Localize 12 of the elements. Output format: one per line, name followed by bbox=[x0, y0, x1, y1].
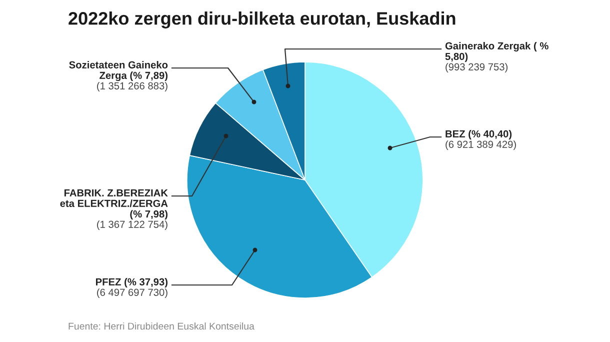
slice-label: Sozietateen Gaineko Zerga (% 7,89) bbox=[69, 61, 168, 82]
slice-label: Gainerako Zergak ( % 5,80) bbox=[445, 42, 548, 62]
data-label: (993 239 753) bbox=[446, 63, 508, 72]
data-label: (6 497 697 730) bbox=[97, 288, 168, 298]
data-label: (1 367 122 754) bbox=[97, 220, 168, 230]
data-label: (1 351 266 883) bbox=[97, 82, 168, 92]
data-label: (6 921 389 429) bbox=[446, 140, 516, 150]
source-note: Fuente: Herri Dirubideen Euskal Kontseilua bbox=[68, 322, 254, 330]
slice-label: PFEZ (% 37,93) bbox=[96, 278, 168, 288]
slice-label: BEZ (% 40,40) bbox=[446, 130, 512, 140]
slice-label: FABRIK. Z.BEREZIAK eta ELEKTRIZ./ZERGA (% 7,98) bbox=[60, 189, 168, 220]
chart-title: 2022ko zergen diru-bilketa eurotan, Euskadin bbox=[68, 12, 456, 28]
